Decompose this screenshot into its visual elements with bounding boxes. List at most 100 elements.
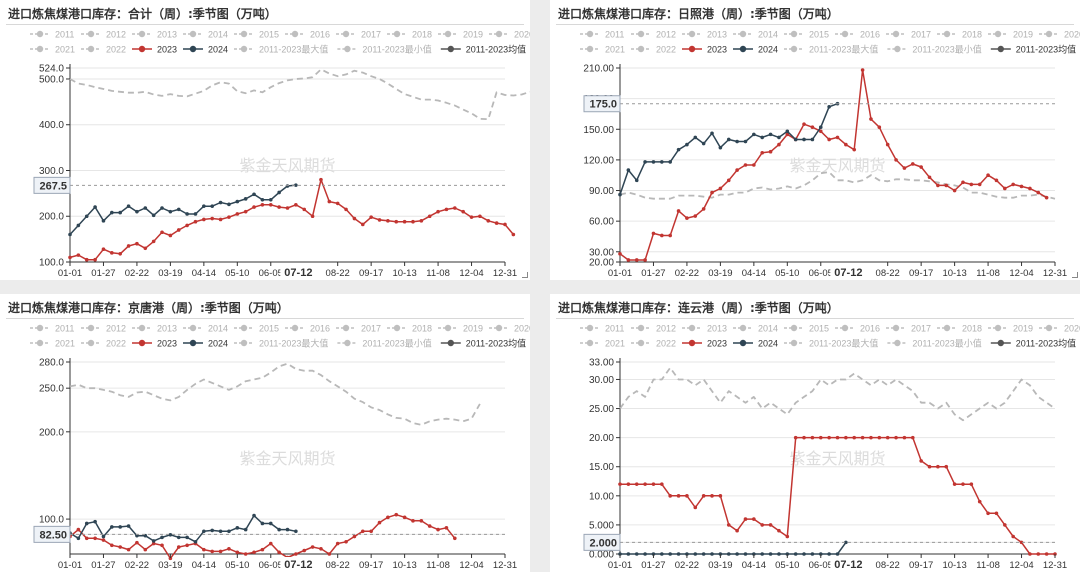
series-point xyxy=(135,540,139,545)
legend-item[interactable]: 2022 xyxy=(81,45,126,55)
legend-item[interactable]: 2011 xyxy=(580,324,624,334)
resize-handle[interactable] xyxy=(1072,272,1078,278)
series-point xyxy=(869,435,873,440)
resize-handle[interactable] xyxy=(522,272,528,278)
legend-item[interactable]: 2011-2023最小值 xyxy=(887,44,982,55)
legend-item[interactable]: 2014 xyxy=(733,30,778,40)
y-tick-label: 524.0 xyxy=(39,64,64,75)
legend-item[interactable]: 2023 xyxy=(682,45,727,55)
legend-item[interactable]: 2017 xyxy=(336,324,381,334)
legend-item[interactable]: 2018 xyxy=(387,30,432,40)
legend-item[interactable]: 2017 xyxy=(886,324,931,334)
legend-item[interactable]: 2017 xyxy=(886,30,931,40)
legend-label: 2017 xyxy=(911,30,931,40)
legend-label: 2011-2023最大值 xyxy=(259,338,328,349)
legend-item[interactable]: 2011-2023最大值 xyxy=(784,44,878,55)
series-point xyxy=(394,512,399,517)
legend-item[interactable]: 2024 xyxy=(733,45,778,55)
legend-item[interactable]: 2014 xyxy=(183,30,228,40)
legend-item[interactable]: 2012 xyxy=(631,30,676,40)
legend-item[interactable]: 2011-2023最小值 xyxy=(887,338,982,349)
series-point xyxy=(160,206,164,210)
legend-item[interactable]: 2013 xyxy=(132,324,177,334)
legend-item[interactable]: 2018 xyxy=(387,324,432,334)
legend-item[interactable]: 2017 xyxy=(336,30,381,40)
legend-item[interactable]: 2011-2023最小值 xyxy=(337,338,432,349)
legend-item[interactable]: 2016 xyxy=(285,324,330,334)
series-point xyxy=(235,199,240,204)
legend-item[interactable]: 2011-2023均值 xyxy=(990,44,1076,55)
legend-swatch-marker xyxy=(36,45,44,53)
legend-swatch-marker xyxy=(1045,30,1053,38)
legend-item[interactable]: 2023 xyxy=(682,339,727,349)
legend-item[interactable]: 2021 xyxy=(30,45,75,55)
legend-item[interactable]: 2013 xyxy=(682,30,727,40)
pointer-x-box xyxy=(830,265,867,280)
legend-item[interactable]: 2013 xyxy=(132,30,177,40)
legend-item[interactable]: 2011 xyxy=(30,324,74,334)
chart-rizhao: 2011 2012 2013 2014 2015 2016 2017 2018 2019 2020… xyxy=(580,30,1080,280)
legend-item[interactable]: 2015 xyxy=(784,30,829,40)
series-point xyxy=(126,547,131,552)
legend-item[interactable]: 2019 xyxy=(438,30,483,40)
series-point xyxy=(651,482,656,486)
legend-item[interactable]: 2012 xyxy=(631,324,676,334)
legend-item[interactable]: 2012 xyxy=(81,30,126,40)
legend-item[interactable]: 2015 xyxy=(234,324,279,334)
legend-item[interactable]: 2022 xyxy=(631,45,676,55)
x-tick-label: 06-05 xyxy=(259,268,283,279)
legend-item[interactable]: 2019 xyxy=(438,324,483,334)
legend-label: 2017 xyxy=(361,324,381,334)
series-point xyxy=(76,536,81,541)
legend-item[interactable]: 2022 xyxy=(631,339,676,349)
legend-label: 2024 xyxy=(758,45,778,55)
legend-item[interactable]: 2019 xyxy=(988,324,1033,334)
legend-item[interactable]: 2023 xyxy=(132,339,177,349)
legend-item[interactable]: 2014 xyxy=(183,324,228,334)
series-point xyxy=(651,231,656,236)
series-point xyxy=(986,173,990,178)
legend-item[interactable]: 2011-2023最小值 xyxy=(337,44,432,55)
legend-item[interactable]: 2024 xyxy=(733,339,778,349)
legend-item[interactable]: 2024 xyxy=(183,339,228,349)
legend-item[interactable]: 2020 xyxy=(489,324,530,334)
legend-item[interactable]: 2011-2023均值 xyxy=(990,338,1076,349)
legend-item[interactable]: 2015 xyxy=(234,30,279,40)
legend-item[interactable]: 2020 xyxy=(489,30,530,40)
legend-item[interactable]: 2024 xyxy=(183,45,228,55)
legend-label: 2011-2023最小值 xyxy=(362,338,431,349)
legend-item[interactable]: 2018 xyxy=(937,30,982,40)
legend-label: 2019 xyxy=(463,30,483,40)
legend-item[interactable]: 2020 xyxy=(1039,324,1080,334)
series-point xyxy=(319,177,323,182)
legend-swatch-marker xyxy=(586,45,594,53)
legend-item[interactable]: 2011-2023最大值 xyxy=(784,338,878,349)
legend-item[interactable]: 2022 xyxy=(81,339,126,349)
legend-item[interactable]: 2011-2023最大值 xyxy=(234,44,328,55)
series-point xyxy=(1003,523,1007,527)
legend-swatch-marker xyxy=(138,339,146,347)
legend-item[interactable]: 2020 xyxy=(1039,30,1080,40)
legend-item[interactable]: 2015 xyxy=(784,324,829,334)
legend-item[interactable]: 2013 xyxy=(682,324,727,334)
legend-item[interactable]: 2021 xyxy=(580,45,625,55)
legend-item[interactable]: 2023 xyxy=(132,45,177,55)
legend-item[interactable]: 2011-2023均值 xyxy=(440,44,526,55)
legend-item[interactable]: 2011-2023最大值 xyxy=(234,338,328,349)
series-point xyxy=(335,201,340,206)
series-point xyxy=(344,207,348,212)
legend-item[interactable]: 2012 xyxy=(81,324,126,334)
legend-item[interactable]: 2016 xyxy=(835,30,880,40)
legend-item[interactable]: 2016 xyxy=(835,324,880,334)
legend-item[interactable]: 2011 xyxy=(580,30,624,40)
legend-item[interactable]: 2018 xyxy=(937,324,982,334)
legend-item[interactable]: 2016 xyxy=(285,30,330,40)
legend-item[interactable]: 2021 xyxy=(30,339,75,349)
legend-item[interactable]: 2014 xyxy=(733,324,778,334)
legend-item[interactable]: 2011 xyxy=(30,30,74,40)
legend-item[interactable]: 2021 xyxy=(580,339,625,349)
watermark: 紫金天风期货 xyxy=(789,449,885,468)
legend-item[interactable]: 2019 xyxy=(988,30,1033,40)
legend-item[interactable]: 2011-2023均值 xyxy=(440,338,526,349)
legend-label: 2018 xyxy=(962,324,982,334)
